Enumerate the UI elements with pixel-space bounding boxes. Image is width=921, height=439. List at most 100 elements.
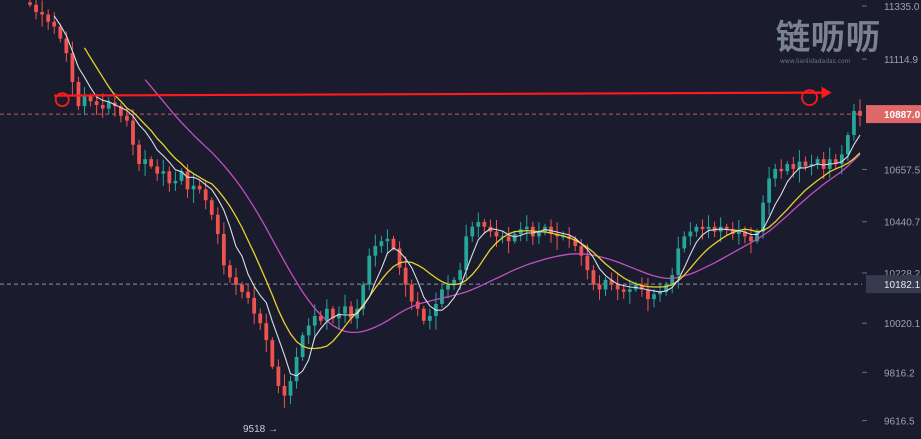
candle-body xyxy=(221,233,226,266)
candle-body xyxy=(476,221,481,227)
candle-body xyxy=(409,284,414,302)
candle-body xyxy=(324,308,329,321)
candle-body xyxy=(228,265,232,278)
candle-body xyxy=(379,241,384,247)
resistance-circle-end xyxy=(801,89,818,106)
candle-body xyxy=(70,53,75,83)
candle-body xyxy=(421,308,426,321)
annotations: 9518 → xyxy=(54,86,832,435)
candle-body xyxy=(337,313,341,319)
resistance-arrow-head xyxy=(821,86,832,99)
moving-averages xyxy=(53,15,861,377)
candle-body xyxy=(464,236,469,271)
candle-body xyxy=(646,289,650,300)
candle-body xyxy=(143,159,147,165)
candle-body xyxy=(64,38,69,54)
candle-body xyxy=(736,231,741,234)
price-axis-panel xyxy=(862,0,921,439)
candle-body xyxy=(185,171,190,190)
resistance-arrow-line xyxy=(54,91,822,97)
candle-body xyxy=(664,284,669,292)
candle-body xyxy=(215,214,220,234)
candle-body xyxy=(40,12,44,15)
low-price-label: 9518 → xyxy=(243,424,278,435)
watermark-subtext: www.lianlidadadas.com xyxy=(780,58,851,65)
resistance-circle-start xyxy=(54,92,70,107)
candle-body xyxy=(597,284,602,290)
candle-body xyxy=(749,236,753,242)
candle-body xyxy=(252,297,257,314)
candle-body xyxy=(46,14,51,22)
candle-body xyxy=(815,159,820,165)
candle-body xyxy=(803,161,808,167)
price-axis: 11335.0 11114.9 10657.5 10440.7 10228.2 10020… xyxy=(862,0,921,439)
candle-body xyxy=(258,313,263,324)
watermark-text: 链呖呖 xyxy=(776,18,881,58)
candle-body xyxy=(167,171,172,184)
candle-body xyxy=(361,284,366,309)
candle-body xyxy=(125,115,129,121)
candle-body xyxy=(640,284,644,290)
candle-body xyxy=(234,277,238,285)
candle-body xyxy=(833,159,838,165)
candle-body xyxy=(512,233,517,242)
candle-body xyxy=(209,200,214,215)
current-price-label: 10887.0 xyxy=(884,110,921,121)
candle-body xyxy=(367,255,372,285)
candle-body xyxy=(100,104,105,109)
candle-body xyxy=(506,236,511,242)
candle-body xyxy=(482,221,487,227)
candle-body xyxy=(427,315,432,321)
candle-body xyxy=(821,159,826,169)
candle-body xyxy=(179,171,184,181)
ma-slow-line xyxy=(144,79,861,334)
current-price-badge xyxy=(866,105,921,124)
reference-price-badge xyxy=(866,275,921,294)
candle-body xyxy=(694,226,699,232)
candle-body xyxy=(743,231,747,237)
candle-body xyxy=(537,231,541,237)
candle-body xyxy=(561,236,566,238)
candle-body xyxy=(761,202,765,232)
candle-body xyxy=(282,385,287,396)
candle-body xyxy=(767,178,772,203)
candle-body xyxy=(603,279,608,290)
candle-body xyxy=(191,185,196,190)
candle-body xyxy=(791,164,796,169)
price-tick-label: 9816.2 xyxy=(884,368,915,379)
price-tick-label: 10228.2 xyxy=(884,269,921,280)
candle-body xyxy=(343,306,347,314)
candle-body xyxy=(797,161,802,169)
candle-body xyxy=(858,110,862,116)
candle-body xyxy=(173,180,178,184)
candle-body xyxy=(785,164,790,172)
candle-body xyxy=(755,231,759,242)
candle-body xyxy=(288,381,293,396)
candle-body xyxy=(676,248,681,275)
candle-body xyxy=(609,279,614,285)
candle-body xyxy=(82,96,87,107)
candle-body xyxy=(706,226,711,230)
candle-body xyxy=(585,255,590,271)
candle-body xyxy=(688,231,693,237)
candle-body xyxy=(131,120,135,145)
candle-body xyxy=(652,294,656,300)
candle-body xyxy=(28,2,32,5)
candle-body xyxy=(415,301,420,309)
candle-body xyxy=(76,82,81,107)
candle-body xyxy=(88,96,93,102)
candle-body xyxy=(779,168,784,172)
candle-body xyxy=(203,189,208,201)
candle-body xyxy=(118,106,123,116)
candle-body xyxy=(809,164,814,167)
candle-body xyxy=(446,284,450,290)
candle-body xyxy=(730,229,735,234)
price-tick-label: 10657.5 xyxy=(884,165,921,176)
candle-body xyxy=(155,166,160,174)
candle-body xyxy=(349,306,353,319)
candle-body xyxy=(270,340,275,367)
candle-body xyxy=(52,21,57,27)
candle-body xyxy=(391,238,396,249)
candle-body xyxy=(106,102,111,109)
